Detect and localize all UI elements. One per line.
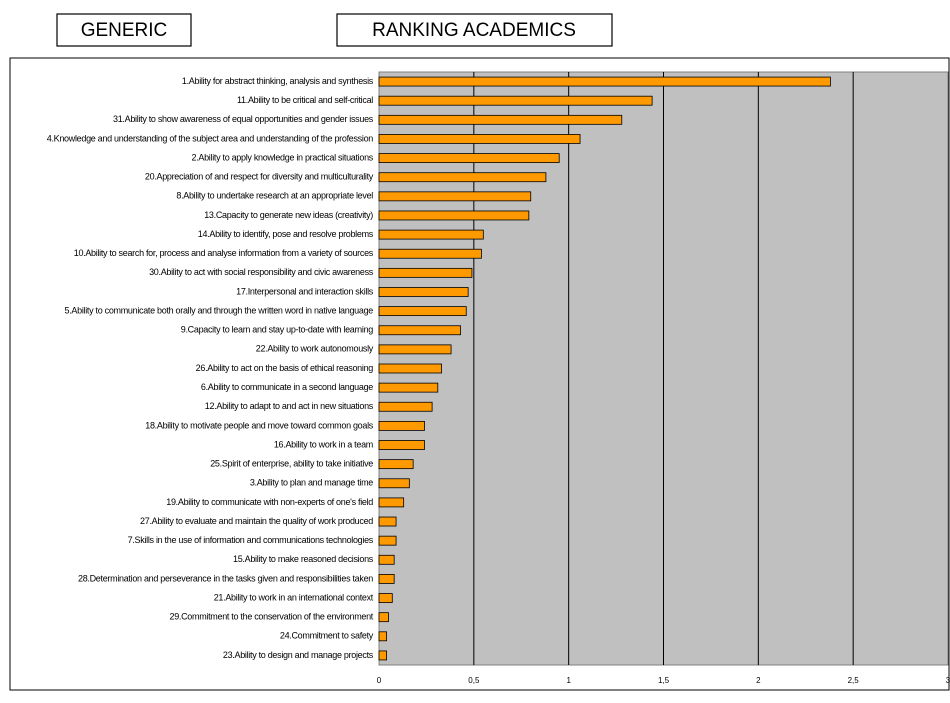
y-tick-label: 27.Ability to evaluate and maintain the … [140, 516, 373, 526]
bar [378, 134, 581, 144]
bar [378, 650, 387, 661]
y-tick-label: 26.Ability to act on the basis of ethica… [196, 363, 374, 373]
bar [378, 191, 532, 202]
bar [378, 172, 547, 183]
subtitle-box [56, 13, 192, 47]
y-tick-label: 11.Ability to be critical and self-criti… [237, 95, 373, 105]
x-tick-label: 0 [377, 676, 382, 685]
y-tick-label: 5.Ability to communicate both orally and… [65, 305, 374, 315]
y-tick-label: 18.Ability to motivate people and move t… [145, 420, 374, 430]
y-tick-label: 7.Skills in the use of information and c… [128, 535, 374, 545]
y-tick-label: 22.Ability to work autonomously [256, 344, 374, 354]
y-tick-label: 8.Ability to undertake research at an ap… [176, 191, 373, 201]
y-tick-label: 12.Ability to adapt to and act in new si… [205, 401, 374, 411]
bar [378, 325, 461, 336]
bar [378, 363, 442, 374]
bar [378, 287, 469, 297]
y-tick-label: 21.Ability to work in an international c… [214, 592, 374, 602]
y-tick-label: 17.Interpersonal and interaction skills [236, 286, 374, 296]
y-tick-label: 23.Ability to design and manage projects [223, 650, 374, 660]
y-tick-label: 30.Ability to act with social responsibi… [149, 267, 374, 277]
subtitle: GENERIC [81, 20, 168, 41]
x-tick-label: 2 [756, 676, 761, 685]
bar [378, 535, 397, 546]
y-tick-label: 19.Ability to communicate with non-exper… [166, 497, 373, 507]
bar [378, 248, 482, 259]
y-tick-label: 25.Spirit of enterprise, ability to take… [210, 459, 373, 469]
bar [378, 382, 439, 393]
y-tick-label: 31.Ability to show awareness of equal op… [113, 114, 374, 124]
bar [378, 420, 425, 431]
bar [378, 574, 395, 584]
bar [378, 516, 397, 527]
bar [378, 76, 831, 87]
x-tick-label: 2,5 [848, 676, 860, 685]
title-box [336, 13, 613, 47]
y-tick-label: 16.Ability to work in a team [274, 439, 373, 449]
x-tick-label: 0,5 [468, 676, 480, 685]
y-tick-label: 29.Commitment to the conservation of the… [169, 612, 373, 622]
bar [378, 114, 623, 125]
bar [378, 210, 530, 221]
bar [378, 344, 452, 355]
y-tick-label: 15.Ability to make reasoned decisions [233, 554, 374, 564]
x-tick-label: 3 [946, 676, 950, 685]
y-tick-label: 14.Ability to identify, pose and resolve… [198, 229, 374, 239]
y-tick-label: 28.Determination and perseverance in the… [78, 573, 373, 583]
bar [378, 631, 387, 642]
bar [378, 554, 395, 565]
y-tick-label: 1.Ability for abstract thinking, analysi… [182, 76, 374, 86]
x-tick-label: 1,5 [658, 676, 670, 685]
bar [378, 497, 405, 508]
bar [378, 612, 389, 623]
y-tick-label: 13.Capacity to generate new ideas (creat… [204, 210, 373, 220]
bar [378, 95, 653, 106]
y-tick-label: 4.Knowledge and understanding of the sub… [47, 133, 374, 143]
bar [378, 153, 560, 163]
bar [378, 401, 433, 412]
y-tick-label: 3.Ability to plan and manage time [250, 478, 373, 488]
bar [378, 440, 425, 450]
y-tick-label: 10.Ability to search for, process and an… [74, 248, 374, 258]
chart-title: RANKING ACADEMICS [372, 20, 576, 41]
bar [378, 306, 467, 317]
y-tick-label: 6.Ability to communicate in a second lan… [201, 382, 373, 392]
bar [378, 459, 414, 470]
x-tick-label: 1 [566, 676, 571, 685]
bar [378, 229, 484, 240]
y-tick-label: 24.Commitment to safety [280, 631, 374, 641]
bar [378, 593, 393, 603]
bar [378, 478, 410, 489]
y-tick-label: 9.Capacity to learn and stay up-to-date … [181, 325, 374, 335]
y-tick-label: 20.Appreciation of and respect for diver… [145, 172, 374, 182]
y-tick-label: 2.Ability to apply knowledge in practica… [191, 152, 373, 162]
bar [378, 267, 473, 278]
